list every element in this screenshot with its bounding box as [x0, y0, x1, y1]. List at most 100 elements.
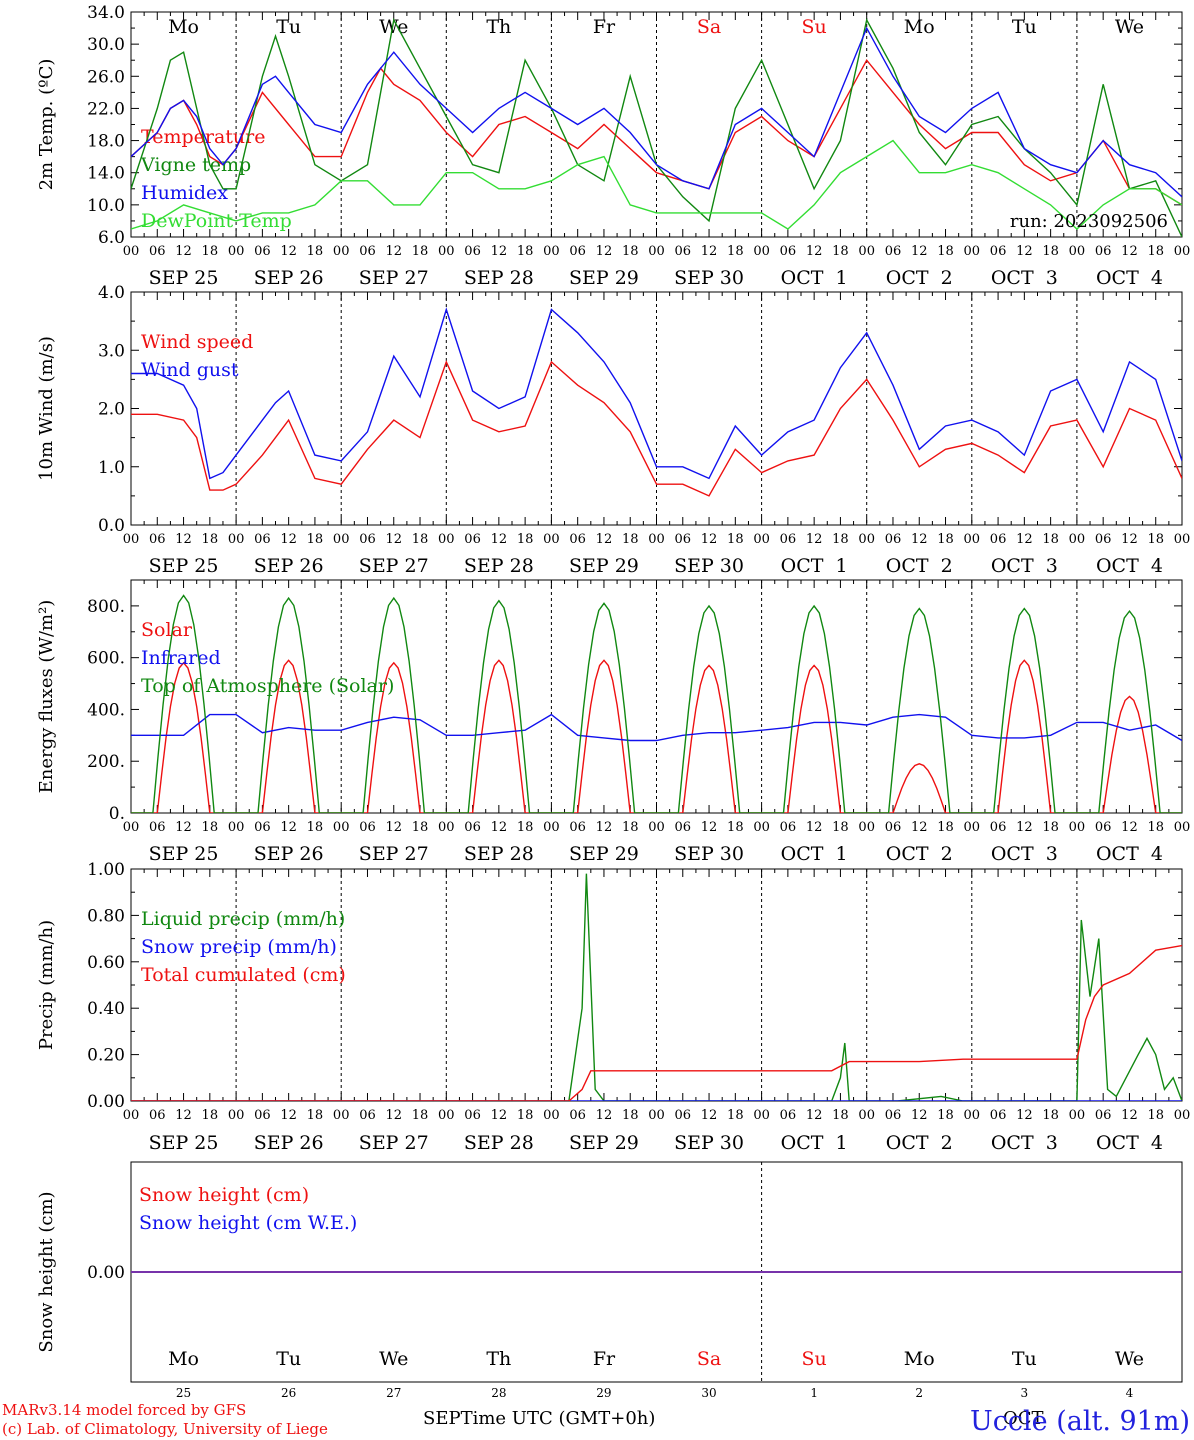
x-hour-label: 00 — [333, 1108, 350, 1123]
x-hour-label: 12 — [911, 820, 928, 835]
x-date-label: SEP 30 — [674, 267, 744, 289]
legend-entry: Infrared — [141, 647, 221, 669]
x-date-label: OCT 2 — [886, 267, 953, 289]
y-tick-label: 10.0 — [87, 196, 125, 216]
x-hour-label: 18 — [937, 820, 954, 835]
x-hour-label: 00 — [753, 1108, 770, 1123]
x-hour-label: 00 — [228, 244, 245, 259]
x-hour-label: 06 — [885, 1108, 902, 1123]
x-hour-label: 12 — [1016, 244, 1033, 259]
x-hour-label: 18 — [202, 820, 219, 835]
x-hour-label: 06 — [464, 532, 481, 547]
x-hour-label: 18 — [307, 532, 324, 547]
x-hour-label: 18 — [307, 244, 324, 259]
x-hour-label: 00 — [648, 820, 665, 835]
x-hour-label: 18 — [727, 532, 744, 547]
x-hour-label: 06 — [254, 820, 271, 835]
legend-entry: Liquid precip (mm/h) — [141, 908, 345, 930]
day-number-label: 2 — [915, 1386, 923, 1400]
x-hour-label: 00 — [964, 532, 981, 547]
x-hour-label: 18 — [202, 1108, 219, 1123]
y-tick-label: 22.0 — [87, 99, 125, 119]
panel-4: 0.00 0.20 0.40 0.60 0.80 1.00 Precip (mm/h) 00 0… — [36, 860, 1190, 1154]
x-hour-label: 00 — [543, 244, 560, 259]
day-number-label: 3 — [1021, 1386, 1029, 1400]
x-hour-label: 12 — [175, 820, 192, 835]
x-hour-label: 18 — [622, 1108, 639, 1123]
x-hour-label: 18 — [412, 1108, 429, 1123]
day-number-label: 30 — [701, 1386, 716, 1400]
x-hour-label: 06 — [990, 532, 1007, 547]
x-hour-label: 12 — [1121, 244, 1138, 259]
legend-entry: Wind gust — [141, 359, 239, 381]
weekday-label: Su — [802, 16, 827, 38]
x-hour-label: 00 — [333, 532, 350, 547]
x-hour-label: 00 — [858, 1108, 875, 1123]
x-date-label: SEP 26 — [254, 843, 324, 865]
x-hour-label: 12 — [806, 244, 823, 259]
weekday-label: Fr — [593, 16, 616, 38]
weekday-label: Mo — [904, 16, 935, 38]
x-hour-label: 18 — [517, 1108, 534, 1123]
x-hour-label: 18 — [412, 532, 429, 547]
x-hour-label: 00 — [1069, 244, 1086, 259]
legend-entry: Total cumulated (cm) — [141, 964, 346, 986]
x-date-label: SEP 29 — [569, 843, 639, 865]
x-hour-label: 18 — [412, 244, 429, 259]
x-hour-label: 00 — [543, 1108, 560, 1123]
y-tick-label: 26.0 — [87, 67, 125, 87]
x-hour-label: 18 — [1042, 820, 1059, 835]
x-hour-label: 06 — [359, 532, 376, 547]
x-hour-label: 06 — [149, 1108, 166, 1123]
series-line-vigne-temp — [131, 17, 1182, 237]
x-hour-label: 12 — [596, 532, 613, 547]
x-date-label: SEP 27 — [359, 555, 429, 577]
x-hour-label: 12 — [806, 532, 823, 547]
y-tick-label: 0.00 — [87, 1263, 125, 1283]
y-tick-label: 0.20 — [87, 1046, 125, 1066]
x-hour-label: 06 — [149, 532, 166, 547]
x-hour-label: 12 — [1121, 1108, 1138, 1123]
x-hour-label: 12 — [175, 532, 192, 547]
y-tick-label: 0.60 — [87, 953, 125, 973]
x-hour-label: 06 — [464, 1108, 481, 1123]
x-hour-label: 18 — [307, 1108, 324, 1123]
x-date-label: SEP 28 — [464, 555, 534, 577]
x-hour-label: 18 — [727, 1108, 744, 1123]
x-hour-label: 06 — [254, 532, 271, 547]
weekday-label: We — [1115, 16, 1144, 38]
series-line-dewpoint-temp — [131, 139, 1182, 230]
series-line-temperature — [131, 58, 1182, 206]
weekday-label: Mo — [168, 16, 199, 38]
legend-entry: Snow height (cm W.E.) — [139, 1212, 357, 1234]
x-hour-label: 00 — [1174, 532, 1191, 547]
x-date-label: OCT 1 — [781, 267, 848, 289]
x-date-label: SEP 29 — [569, 267, 639, 289]
weekday-label: Th — [486, 1348, 511, 1370]
x-hour-label: 06 — [885, 532, 902, 547]
series-line-wind-gust — [131, 307, 1182, 480]
legend-entry: Snow height (cm) — [139, 1184, 309, 1206]
x-hour-label: 00 — [438, 532, 455, 547]
x-hour-label: 18 — [832, 820, 849, 835]
x-hour-label: 06 — [780, 244, 797, 259]
weekday-label: Tu — [276, 16, 301, 38]
x-hour-label: 12 — [385, 820, 402, 835]
x-hour-label: 00 — [1174, 1108, 1191, 1123]
x-hour-label: 12 — [280, 532, 297, 547]
x-hour-label: 12 — [911, 532, 928, 547]
panel-2: 0.0 1.0 2.0 3.0 4.0 10m Wind (m/s) 00 06 12 18 SEP… — [36, 283, 1190, 577]
y-axis-label: Energy fluxes (W/m²) — [36, 600, 57, 794]
legend-entry: Humidex — [141, 182, 228, 204]
x-date-label: OCT 1 — [781, 555, 848, 577]
y-tick-label: 0.80 — [87, 906, 125, 926]
x-hour-label: 00 — [543, 820, 560, 835]
weekday-label: Tu — [1012, 1348, 1037, 1370]
x-axis-label: Time UTC (GMT+0h) — [461, 1408, 656, 1429]
x-hour-label: 00 — [228, 820, 245, 835]
x-hour-label: 00 — [123, 1108, 140, 1123]
y-axis-label: Precip (mm/h) — [36, 920, 57, 1050]
x-hour-label: 00 — [123, 244, 140, 259]
x-hour-label: 12 — [1016, 820, 1033, 835]
x-hour-label: 18 — [727, 244, 744, 259]
